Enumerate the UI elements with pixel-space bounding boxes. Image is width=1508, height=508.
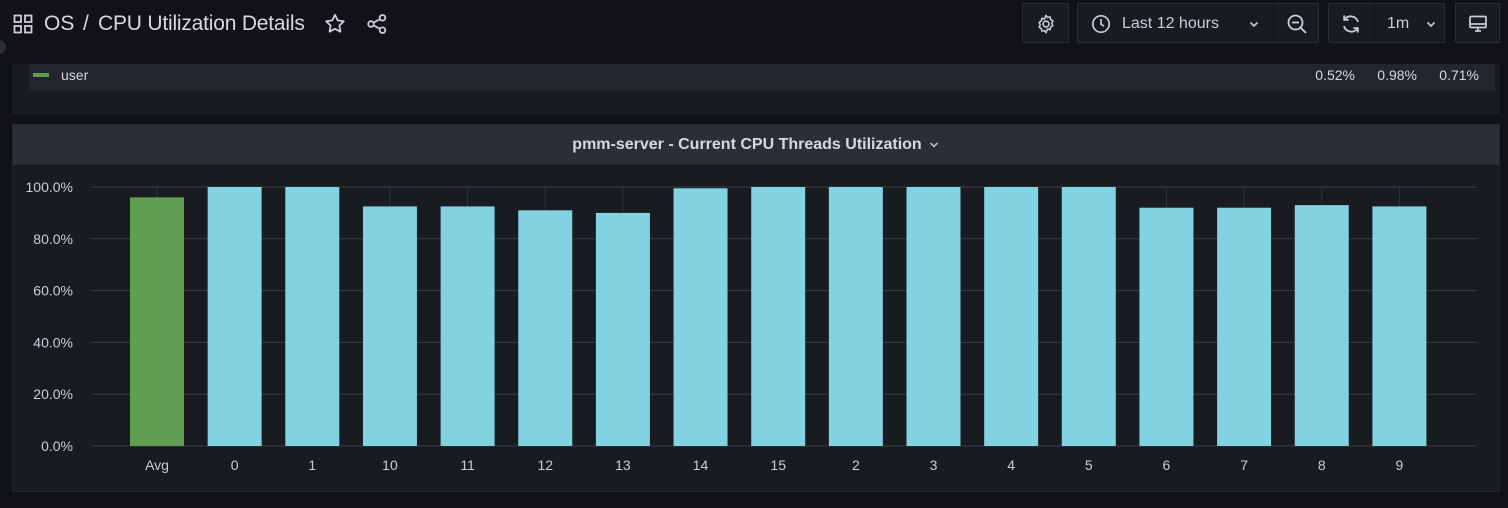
bar-Avg[interactable] xyxy=(130,197,184,446)
y-tick-label: 40.0% xyxy=(33,334,73,350)
x-tick-label: 2 xyxy=(852,457,860,473)
legend-table-panel: user 0.52% 0.98% 0.71% xyxy=(12,64,1500,114)
bar-4[interactable] xyxy=(984,187,1039,446)
time-range-label: Last 12 hours xyxy=(1122,15,1219,32)
legend-row-clipped[interactable] xyxy=(29,97,1495,114)
panel-title-text: pmm-server - Current CPU Threads Utiliza… xyxy=(572,136,922,153)
refresh-interval-picker[interactable]: 1m xyxy=(1374,3,1445,43)
zoom-out-icon xyxy=(1287,14,1307,34)
sync-icon xyxy=(1343,15,1359,33)
legend-value-avg: 0.71% xyxy=(1439,67,1479,83)
chevron-down-icon xyxy=(1249,21,1259,28)
bar-13[interactable] xyxy=(595,212,650,446)
y-tick-label: 60.0% xyxy=(33,283,73,299)
bar-chart: 0.0% 20.0% 40.0% 60.0% 80.0% 100.0% Avg 0 1 10 11 1… xyxy=(26,179,1477,473)
y-tick-label: 20.0% xyxy=(33,386,73,402)
y-tick-label: 0.0% xyxy=(41,438,73,454)
y-tick-label: 80.0% xyxy=(33,231,73,247)
apps-grid-icon[interactable] xyxy=(13,14,33,34)
x-tick-label: 7 xyxy=(1240,457,1248,473)
bar-5[interactable] xyxy=(1061,187,1116,446)
panel-header[interactable]: pmm-server - Current CPU Threads Utiliza… xyxy=(13,125,1499,165)
clock-icon xyxy=(1091,14,1111,34)
x-tick-label: 15 xyxy=(770,457,786,473)
legend-color-swatch xyxy=(33,73,49,77)
bar-9[interactable] xyxy=(1372,206,1427,446)
bar-14[interactable] xyxy=(673,188,728,447)
legend-value-max: 0.98% xyxy=(1377,67,1417,83)
bar-1[interactable] xyxy=(285,187,340,446)
zoom-out-button[interactable] xyxy=(1273,3,1319,43)
bar-7[interactable] xyxy=(1217,207,1272,446)
star-icon[interactable] xyxy=(323,12,347,36)
legend-series-name: user xyxy=(61,67,89,83)
chevron-down-icon xyxy=(1426,21,1436,28)
x-tick-label: 14 xyxy=(693,457,709,473)
chevron-down-icon xyxy=(929,142,938,148)
x-tick-label: 13 xyxy=(615,457,631,473)
x-tick-label: 0 xyxy=(231,457,239,473)
bar-11[interactable] xyxy=(440,206,495,446)
x-tick-label: Avg xyxy=(145,457,169,473)
refresh-button[interactable] xyxy=(1328,3,1374,43)
y-tick-label: 100.0% xyxy=(26,179,73,195)
refresh-interval-label: 1m xyxy=(1387,15,1410,32)
breadcrumb-folder-link[interactable]: OS xyxy=(44,12,75,35)
top-navbar: OS / CPU Utilization Details xyxy=(0,0,1508,54)
cog-icon xyxy=(1038,14,1054,34)
x-tick-label: 8 xyxy=(1318,457,1326,473)
time-range-picker[interactable]: Last 12 hours xyxy=(1077,3,1273,43)
bar-2[interactable] xyxy=(828,187,883,446)
sidemenu-edge[interactable] xyxy=(0,40,6,54)
monitor-icon xyxy=(1469,15,1487,32)
bar-6[interactable] xyxy=(1139,207,1194,446)
breadcrumb-separator: / xyxy=(83,12,89,35)
dashboard-settings-button[interactable] xyxy=(1022,3,1069,43)
bar-10[interactable] xyxy=(362,206,417,446)
legend-row[interactable]: user 0.52% 0.98% 0.71% xyxy=(29,64,1495,91)
bar-12[interactable] xyxy=(518,210,573,446)
x-tick-label: 4 xyxy=(1007,457,1015,473)
cpu-threads-bar-chart-panel: pmm-server - Current CPU Threads Utiliza… xyxy=(12,124,1500,492)
legend-value-min: 0.52% xyxy=(1315,67,1355,83)
x-tick-label: 1 xyxy=(308,457,316,473)
bar-3[interactable] xyxy=(906,187,961,446)
x-tick-label: 10 xyxy=(382,457,398,473)
bar-15[interactable] xyxy=(751,187,806,446)
x-tick-label: 5 xyxy=(1085,457,1093,473)
x-tick-label: 12 xyxy=(537,457,553,473)
x-tick-label: 3 xyxy=(930,457,938,473)
bar-8[interactable] xyxy=(1294,205,1349,446)
share-icon[interactable] xyxy=(366,13,388,35)
dashboard-title[interactable]: CPU Utilization Details xyxy=(98,12,305,35)
bar-0[interactable] xyxy=(207,187,262,446)
panel-title[interactable]: pmm-server - Current CPU Threads Utiliza… xyxy=(13,136,1499,154)
x-tick-label: 6 xyxy=(1163,457,1171,473)
x-tick-label: 9 xyxy=(1396,457,1404,473)
view-mode-button[interactable] xyxy=(1455,3,1500,43)
x-tick-label: 11 xyxy=(460,457,475,473)
